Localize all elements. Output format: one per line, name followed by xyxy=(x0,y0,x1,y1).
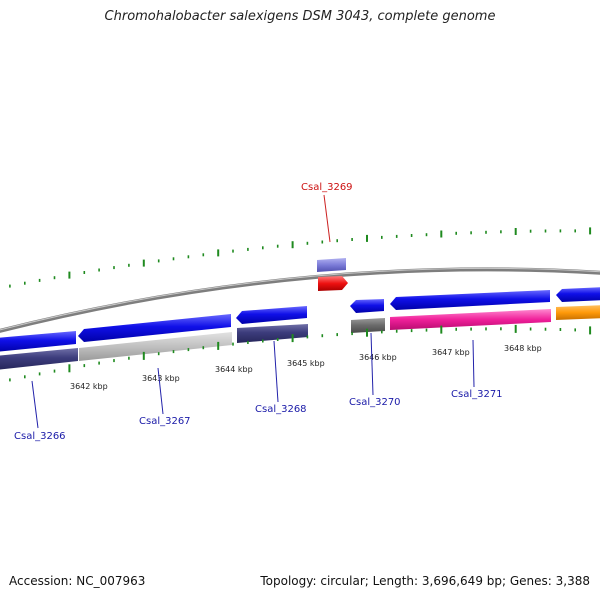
gene-label-csal-3266[interactable]: Csal_3266 xyxy=(14,431,66,442)
gene-feature-lightgray[interactable] xyxy=(79,332,232,361)
gene-feature-blue-4[interactable] xyxy=(350,299,384,313)
tick-label: 3645 kbp xyxy=(287,359,325,368)
tick-label: 3642 kbp xyxy=(70,382,108,391)
gene-feature-blue-2[interactable] xyxy=(78,314,231,342)
leader-line-csal-3269 xyxy=(323,194,331,243)
genome-backbone-highlight xyxy=(0,267,600,331)
gene-label-csal-3268[interactable]: Csal_3268 xyxy=(255,404,307,415)
gene-feature-blue-3[interactable] xyxy=(236,306,307,324)
gene-feature-red[interactable] xyxy=(318,276,348,291)
gene-feature-navy-2[interactable] xyxy=(237,324,308,343)
tick-label: 3648 kbp xyxy=(504,344,542,353)
gene-feature-blue-5[interactable] xyxy=(390,290,550,310)
tick-label: 3644 kbp xyxy=(215,365,253,374)
gene-label-csal-3267[interactable]: Csal_3267 xyxy=(139,416,191,427)
accession-text: Accession: NC_007963 xyxy=(9,574,146,588)
tick-label: 3643 kbp xyxy=(142,374,180,383)
major-ticks xyxy=(9,324,592,382)
gene-feature-lavender[interactable] xyxy=(317,258,346,272)
tick-label: 3647 kbp xyxy=(432,348,470,357)
leader-line-csal-3270 xyxy=(370,332,374,396)
gene-feature-blue-1[interactable] xyxy=(0,331,76,352)
gene-feature-pink[interactable] xyxy=(390,309,551,330)
leader-lines xyxy=(31,194,475,429)
gene-label-csal-3270[interactable]: Csal_3270 xyxy=(349,397,401,408)
gene-label-csal-3269[interactable]: Csal_3269 xyxy=(301,182,353,193)
tick-label: 3646 kbp xyxy=(359,353,397,362)
map-title: Chromohalobacter salexigens DSM 3043, co… xyxy=(104,9,496,24)
leader-line-csal-3266 xyxy=(31,380,39,429)
gene-feature-orange[interactable] xyxy=(556,305,600,320)
gene-feature-blue-6[interactable] xyxy=(556,287,600,302)
genome-summary-text: Topology: circular; Length: 3,696,649 bp… xyxy=(260,574,590,588)
leader-line-csal-3268 xyxy=(273,340,279,403)
gene-feature-navy-1[interactable] xyxy=(0,348,78,370)
genome-backbone xyxy=(0,267,600,333)
minor-ticks xyxy=(9,227,592,288)
leader-line-csal-3271 xyxy=(472,339,475,388)
leader-line-csal-3267 xyxy=(157,367,164,415)
gene-label-csal-3271[interactable]: Csal_3271 xyxy=(451,389,503,400)
tick-labels: 3642 kbp 3643 kbp 3644 kbp 3645 kbp 3646… xyxy=(70,344,542,391)
gene-feature-darkgray[interactable] xyxy=(351,318,385,333)
